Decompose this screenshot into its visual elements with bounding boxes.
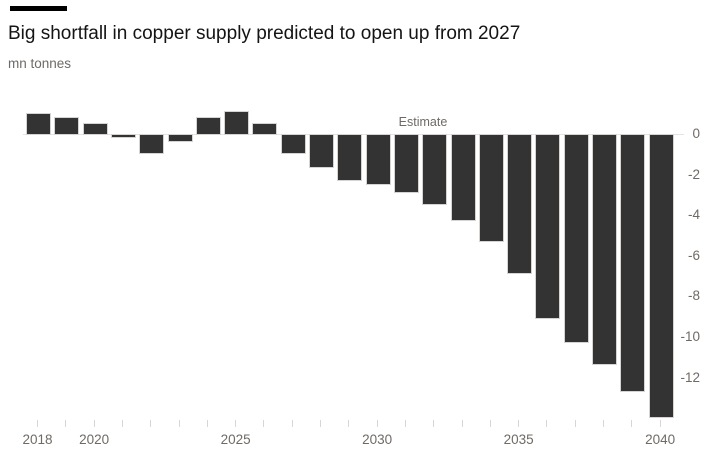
bar-2031 xyxy=(393,134,419,193)
bar-2025 xyxy=(224,110,250,135)
y-axis-label--12: -12 xyxy=(680,369,700,385)
chart-units-label: mn tonnes xyxy=(8,56,72,71)
x-tick-2021 xyxy=(121,420,123,427)
x-axis-label-2025: 2025 xyxy=(220,432,251,447)
bar-2020 xyxy=(82,122,108,135)
bar-2029 xyxy=(337,134,363,181)
x-tick-2030 xyxy=(376,420,378,427)
brand-slug-bar xyxy=(10,6,67,11)
bar-2033 xyxy=(450,134,476,222)
x-tick-2019 xyxy=(65,420,67,427)
y-axis-label--6: -6 xyxy=(687,247,700,263)
x-tick-2024 xyxy=(206,420,208,427)
x-tick-2040 xyxy=(659,420,661,427)
x-tick-2022 xyxy=(150,420,152,427)
bar-2019 xyxy=(54,116,80,135)
bar-2032 xyxy=(422,134,448,206)
x-tick-2032 xyxy=(433,420,435,427)
bar-2038 xyxy=(592,134,617,366)
bar-2035 xyxy=(507,134,533,275)
x-tick-2026 xyxy=(263,420,265,427)
x-axis-label-2020: 2020 xyxy=(79,432,110,447)
bar-2023 xyxy=(167,134,193,143)
x-tick-2037 xyxy=(574,420,576,427)
x-tick-2018 xyxy=(37,420,38,427)
x-tick-2035 xyxy=(518,420,520,427)
x-axis-label-2035: 2035 xyxy=(503,432,534,447)
bar-2026 xyxy=(252,122,278,135)
y-axis-label--2: -2 xyxy=(687,166,700,182)
x-tick-2031 xyxy=(404,420,406,427)
bar-2028 xyxy=(309,134,334,169)
bar-2030 xyxy=(365,134,391,185)
x-tick-2023 xyxy=(178,420,180,427)
x-tick-2028 xyxy=(320,420,321,427)
x-tick-2039 xyxy=(631,420,633,427)
x-tick-2036 xyxy=(546,420,548,427)
bar-2022 xyxy=(139,134,165,155)
x-tick-2034 xyxy=(489,420,491,427)
bar-2027 xyxy=(280,134,306,155)
bar-2021 xyxy=(110,134,136,139)
x-axis-label-2030: 2030 xyxy=(362,432,393,447)
bar-2039 xyxy=(620,134,646,392)
bar-2024 xyxy=(195,116,221,135)
y-axis-label--8: -8 xyxy=(687,288,700,304)
chart-title: Big shortfall in copper supply predicted… xyxy=(8,23,521,44)
bar-2034 xyxy=(478,134,504,242)
bar-2018 xyxy=(26,112,51,135)
bar-2037 xyxy=(563,134,589,344)
estimate-annotation: Estimate xyxy=(398,115,448,129)
x-tick-2029 xyxy=(348,420,350,427)
x-axis-label-2040: 2040 xyxy=(645,432,676,447)
x-tick-2038 xyxy=(603,420,604,427)
x-tick-2033 xyxy=(461,420,463,427)
bar-2036 xyxy=(535,134,561,319)
y-axis-label-0: 0 xyxy=(692,126,700,141)
x-axis-label-2018: 2018 xyxy=(22,432,53,447)
x-tick-2025 xyxy=(235,420,237,427)
y-axis-label--4: -4 xyxy=(687,207,700,223)
x-tick-2020 xyxy=(93,420,95,427)
x-tick-2027 xyxy=(291,420,293,427)
bar-2040 xyxy=(648,134,674,419)
y-axis-label--10: -10 xyxy=(680,329,700,344)
